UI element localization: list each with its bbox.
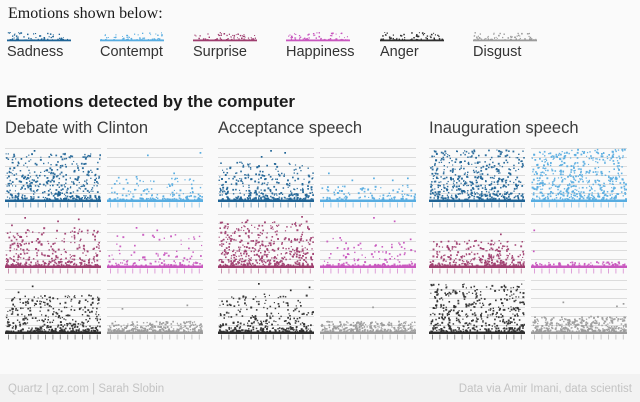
group-header-1: Debate with Clinton [5,119,149,137]
footer-bar: Quartz | qz.com | Sarah Slobin Data via … [0,374,640,402]
panel-acceptance-speech-disgust [320,280,416,342]
panel-acceptance-speech-anger [218,280,315,342]
panel-debate-with-clinton-happiness [107,214,204,276]
legend-label: Sadness [7,44,64,60]
legend-strip-icon [100,32,164,42]
legend-strip-icon [193,32,257,42]
panel-debate-with-clinton-anger [5,280,101,342]
panel-acceptance-speech-contempt [320,148,417,210]
legend-item-happiness: Happiness [286,29,355,60]
legend-heading: Emotions shown below: [8,5,163,22]
page-title: Emotions detected by the computer [6,92,296,111]
panel-inauguration-speech-contempt [531,148,627,210]
panel-acceptance-speech-sadness [218,148,314,210]
footer-credit: Quartz | qz.com | Sarah Slobin [8,383,165,395]
panel-inauguration-speech-anger [429,280,526,342]
legend-item-contempt: Contempt [100,29,166,60]
group-header-3: Inauguration speech [429,119,579,137]
legend-label: Disgust [473,44,522,60]
legend-strip-icon [286,32,350,42]
panel-inauguration-speech-disgust [531,280,627,342]
legend-strip-icon [7,32,71,42]
legend-label: Surprise [193,44,247,60]
panel-debate-with-clinton-contempt [107,148,203,210]
panel-acceptance-speech-happiness [320,214,416,276]
legend-label: Contempt [100,44,163,60]
legend-label: Anger [380,44,419,60]
footer-source: Data via Amir Imani, data scientist [458,383,632,395]
legend-item-sadness: Sadness [7,29,73,60]
panel-debate-with-clinton-surprise [5,214,101,276]
panel-debate-with-clinton-disgust [107,280,203,342]
legend-item-anger: Anger [380,29,446,60]
legend-label: Happiness [286,44,355,60]
panel-acceptance-speech-surprise [218,214,315,276]
panel-debate-with-clinton-sadness [5,148,102,210]
legend-item-surprise: Surprise [193,29,259,60]
panel-inauguration-speech-sadness [429,148,525,210]
legend-strip-icon [473,32,537,42]
panel-inauguration-speech-happiness [531,214,627,276]
legend-strip-icon [380,32,444,42]
legend-item-disgust: Disgust [473,29,539,60]
group-header-2: Acceptance speech [218,119,363,137]
panel-inauguration-speech-surprise [429,214,525,276]
